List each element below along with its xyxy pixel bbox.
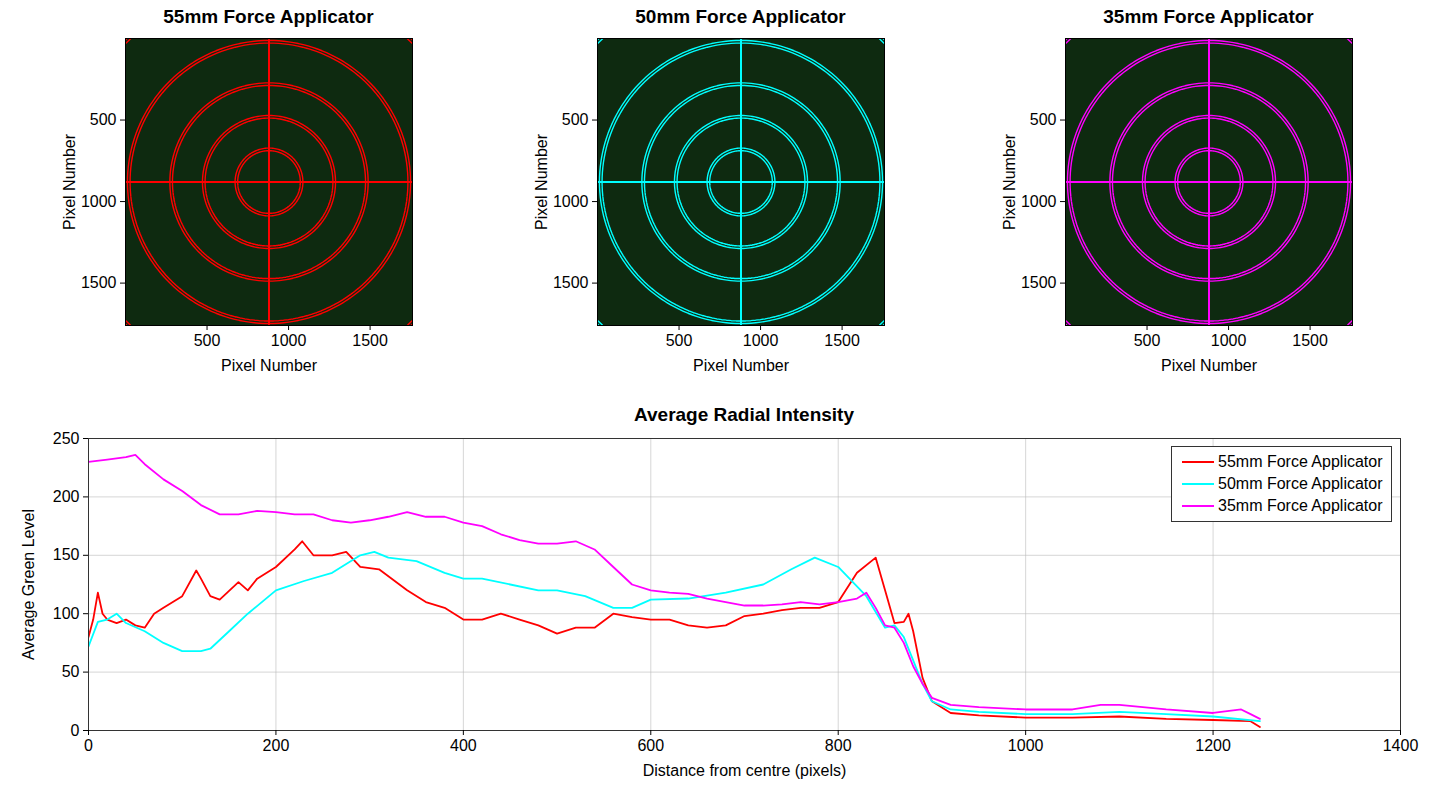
- html-text:Average Radial Intensity: Average Radial Intensity: [634, 404, 854, 425]
- svg-text:250: 250: [53, 430, 80, 447]
- html-text:35mm Force Applicator: 35mm Force Applicator: [1218, 497, 1383, 514]
- svg-text:400: 400: [450, 737, 477, 754]
- svg-text:200: 200: [263, 737, 290, 754]
- svg-text:800: 800: [825, 737, 852, 754]
- svg-text:Pixel Number: Pixel Number: [61, 133, 78, 230]
- svg-text:Average Green Level: Average Green Level: [20, 509, 37, 660]
- svg-text:500: 500: [194, 332, 221, 349]
- svg-text:500: 500: [562, 111, 589, 128]
- html-text:55mm Force Applicator: 55mm Force Applicator: [1218, 453, 1383, 470]
- svg-text:0: 0: [84, 737, 93, 754]
- svg-text:1200: 1200: [1195, 737, 1231, 754]
- svg-text:500: 500: [90, 111, 117, 128]
- svg-text:1000: 1000: [1211, 332, 1247, 349]
- svg-text:Pixel Number: Pixel Number: [1161, 357, 1258, 374]
- svg-text:Pixel Number: Pixel Number: [693, 357, 790, 374]
- svg-text:1000: 1000: [553, 193, 589, 210]
- svg-text:1000: 1000: [1021, 193, 1057, 210]
- svg-text:1500: 1500: [553, 274, 589, 291]
- svg-text:150: 150: [53, 546, 80, 563]
- svg-text:Pixel Number: Pixel Number: [1001, 133, 1018, 230]
- svg-text:Distance from centre (pixels): Distance from centre (pixels): [643, 762, 847, 779]
- svg-text:1500: 1500: [1292, 332, 1328, 349]
- svg-text:1000: 1000: [271, 332, 307, 349]
- svg-text:Pixel Number: Pixel Number: [221, 357, 318, 374]
- svg-text:50: 50: [62, 663, 80, 680]
- svg-text:1500: 1500: [1021, 274, 1057, 291]
- svg-text:1000: 1000: [743, 332, 779, 349]
- svg-text:1000: 1000: [81, 193, 117, 210]
- svg-text:1000: 1000: [1008, 737, 1044, 754]
- svg-text:500: 500: [1030, 111, 1057, 128]
- svg-text:500: 500: [1134, 332, 1161, 349]
- html-text:50mm Force Applicator: 50mm Force Applicator: [1218, 475, 1383, 492]
- svg-text:200: 200: [53, 488, 80, 505]
- svg-text:0: 0: [71, 722, 80, 739]
- svg-text:500: 500: [666, 332, 693, 349]
- html-text:35mm Force Applicator: 35mm Force Applicator: [1103, 6, 1314, 27]
- html-text:50mm Force Applicator: 50mm Force Applicator: [635, 6, 846, 27]
- svg-text:600: 600: [637, 737, 664, 754]
- svg-text:1500: 1500: [81, 274, 117, 291]
- svg-text:1400: 1400: [1383, 737, 1419, 754]
- html-text:55mm Force Applicator: 55mm Force Applicator: [163, 6, 374, 27]
- svg-text:100: 100: [53, 605, 80, 622]
- svg-text:1500: 1500: [352, 332, 388, 349]
- svg-text:1500: 1500: [824, 332, 860, 349]
- svg-text:Pixel Number: Pixel Number: [533, 133, 550, 230]
